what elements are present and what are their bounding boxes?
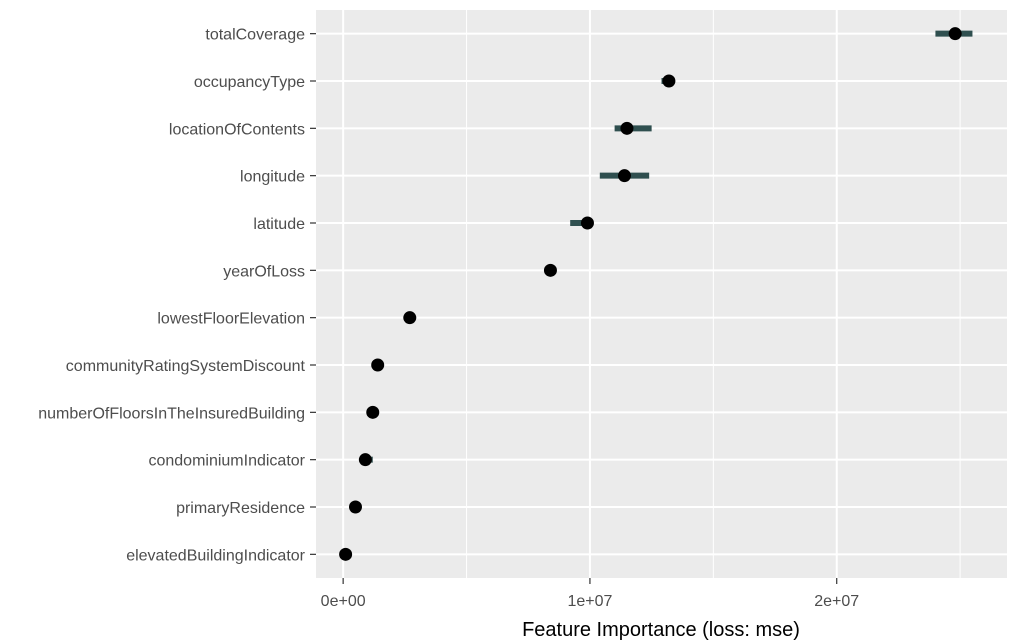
x-tick-label: 1e+07 — [567, 593, 612, 610]
importance-point — [403, 311, 417, 325]
y-tick-label: condominiumIndicator — [148, 453, 305, 470]
x-axis: 0e+00 1e+07 2e+07 — [321, 578, 859, 610]
y-tick-label: elevatedBuildingIndicator — [126, 547, 305, 564]
major-gridlines — [316, 10, 1007, 578]
y-axis: totalCoverage occupancyType locationOfCont… — [38, 27, 316, 564]
importance-point — [948, 27, 962, 41]
importance-point — [617, 169, 631, 183]
importance-point — [348, 500, 362, 514]
importance-points — [339, 27, 962, 561]
importance-point — [543, 263, 557, 277]
y-tick-label: communityRatingSystemDiscount — [66, 358, 306, 375]
x-tick-label: 2e+07 — [814, 593, 859, 610]
importance-point — [339, 547, 353, 561]
y-tick-label: longitude — [240, 169, 305, 186]
importance-point — [620, 121, 634, 135]
y-tick-label: latitude — [253, 216, 305, 233]
x-axis-title: Feature Importance (loss: mse) — [522, 619, 800, 641]
importance-point — [366, 405, 380, 419]
y-tick-label: yearOfLoss — [223, 263, 305, 280]
x-tick-label: 0e+00 — [321, 593, 366, 610]
minor-gridlines — [466, 10, 961, 578]
plot-panel — [316, 10, 1007, 578]
y-tick-label: lowestFloorElevation — [157, 311, 305, 328]
y-tick-label: totalCoverage — [205, 27, 305, 44]
y-tick-label: numberOfFloorsInTheInsuredBuilding — [38, 405, 305, 422]
importance-point — [358, 453, 372, 467]
importance-point — [580, 216, 594, 230]
y-tick-label: occupancyType — [194, 74, 305, 91]
y-tick-label: primaryResidence — [176, 500, 305, 517]
importance-point — [371, 358, 385, 372]
importance-point — [662, 74, 676, 88]
y-tick-label: locationOfContents — [169, 121, 305, 138]
